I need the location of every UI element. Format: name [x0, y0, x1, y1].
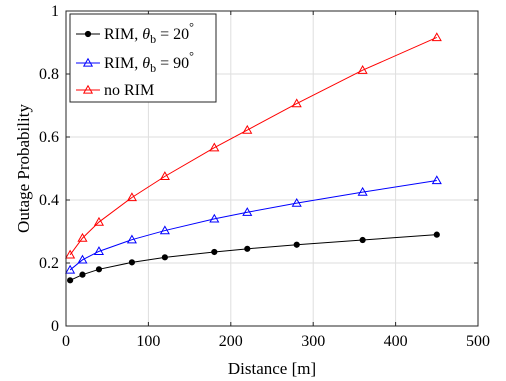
data-point	[84, 30, 92, 38]
data-point	[211, 248, 218, 256]
plot-frame	[65, 10, 479, 327]
data-point	[242, 124, 253, 134]
legend-entry-1: RIM, θb = 20°	[76, 20, 194, 46]
series-3	[65, 32, 442, 259]
data-point	[159, 171, 170, 181]
data-point	[242, 207, 253, 216]
y-axis-label: Outage Probability	[14, 104, 33, 233]
legend-box	[69, 13, 217, 103]
y-tick-label: 1	[51, 3, 59, 20]
data-point	[291, 98, 302, 108]
series-line	[69, 234, 437, 281]
x-tick-label: 200	[219, 333, 243, 350]
legend-entry-3: no RIM	[76, 82, 154, 99]
data-point	[126, 234, 137, 244]
data-point	[357, 65, 368, 74]
data-point	[359, 236, 366, 244]
series-2	[65, 175, 442, 274]
legend-entry-2: RIM, θb = 90°	[76, 49, 194, 75]
axis-ticks: 0 100 200 300 400 500 0 0.2 0.4 0.6 0.8 1	[39, 3, 490, 350]
data-point	[77, 232, 88, 242]
x-tick-label: 0	[62, 333, 70, 350]
y-tick-label: 0.4	[39, 192, 59, 209]
data-point	[67, 277, 74, 284]
data-point	[431, 32, 442, 42]
x-tick-label: 300	[301, 333, 325, 350]
x-axis-label: Distance [m]	[228, 359, 316, 378]
y-tick-label: 0.8	[39, 66, 59, 83]
series-line	[69, 179, 437, 271]
data-point	[82, 57, 94, 67]
y-tick-label: 0.2	[39, 255, 59, 272]
data-point	[431, 175, 442, 185]
data-point	[209, 213, 220, 223]
data-point	[82, 84, 94, 94]
data-point	[93, 246, 105, 255]
x-tick-label: 500	[466, 333, 490, 350]
data-point	[291, 197, 302, 207]
data-point	[433, 231, 440, 238]
data-point	[209, 142, 220, 152]
legend-label: RIM, θb = 20°	[104, 20, 194, 46]
data-point	[95, 266, 103, 273]
data-point	[293, 241, 300, 248]
series-line	[69, 37, 438, 256]
data-point	[161, 254, 168, 261]
y-tick-label: 0	[51, 318, 59, 335]
series-1	[67, 231, 440, 284]
data-point	[65, 249, 76, 259]
data-point	[244, 245, 251, 252]
series-layer	[65, 32, 442, 284]
x-tick-label: 400	[384, 333, 408, 350]
legend-label: RIM, θb = 90°	[104, 49, 194, 75]
data-point	[77, 254, 88, 264]
y-tick-label: 0.6	[39, 129, 59, 146]
data-point	[126, 192, 137, 202]
legend-label: no RIM	[104, 82, 154, 99]
data-point	[93, 216, 105, 226]
data-point	[79, 271, 86, 278]
data-point	[65, 264, 76, 274]
x-tick-label: 100	[136, 333, 160, 350]
data-point	[159, 225, 170, 235]
data-point	[357, 186, 368, 196]
data-point	[128, 259, 136, 266]
legend: RIM, θb = 20° RIM, θb = 90° no RIM	[69, 13, 217, 103]
